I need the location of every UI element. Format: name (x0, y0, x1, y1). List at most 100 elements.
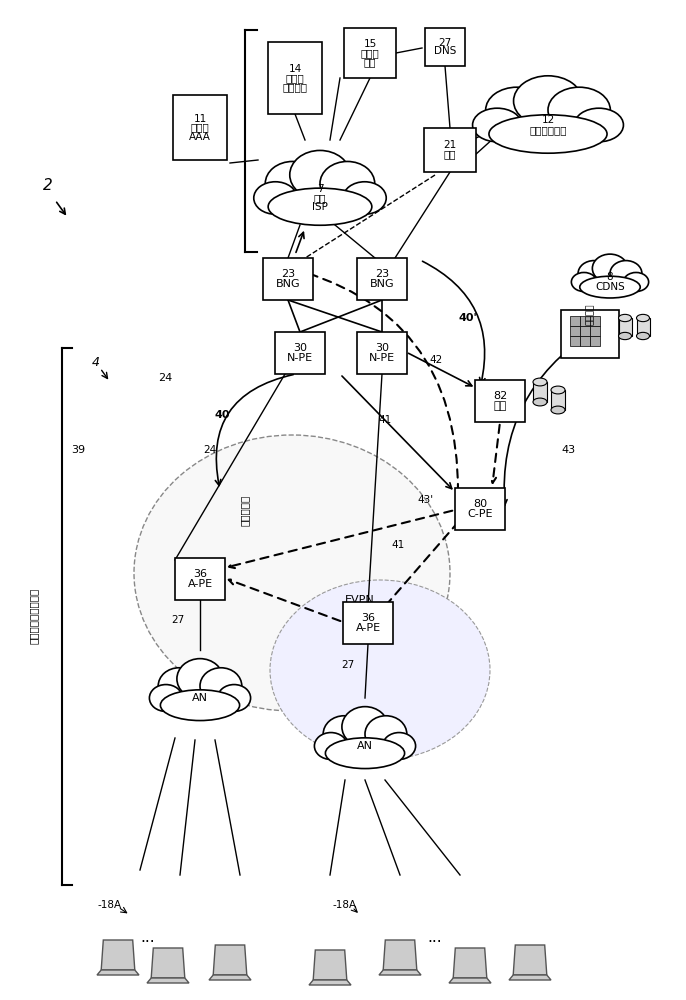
Bar (275, 332, 325, 374)
Bar (551, 390, 565, 410)
Text: 36: 36 (361, 613, 375, 623)
Ellipse shape (325, 738, 405, 769)
Text: ...: ... (141, 930, 155, 946)
Ellipse shape (314, 733, 347, 759)
Ellipse shape (578, 261, 610, 286)
Ellipse shape (323, 716, 365, 752)
Bar (590, 326, 600, 336)
Text: DNS: DNS (434, 46, 456, 56)
Bar (424, 128, 476, 172)
Bar (590, 336, 600, 346)
Text: 82: 82 (493, 391, 507, 401)
Ellipse shape (486, 87, 548, 133)
Bar (570, 336, 580, 346)
Text: 27: 27 (438, 37, 451, 47)
Text: BNG: BNG (276, 279, 300, 289)
Polygon shape (513, 945, 547, 975)
Text: N-PE: N-PE (287, 353, 313, 363)
Bar (561, 310, 619, 358)
Ellipse shape (571, 272, 597, 292)
Text: 15: 15 (364, 39, 377, 49)
Ellipse shape (134, 435, 450, 711)
Polygon shape (102, 940, 135, 970)
Ellipse shape (365, 716, 407, 752)
Polygon shape (379, 970, 421, 975)
Polygon shape (209, 975, 251, 980)
Ellipse shape (592, 254, 628, 283)
Polygon shape (309, 980, 351, 985)
Text: 23: 23 (375, 269, 389, 279)
Polygon shape (97, 970, 139, 975)
Bar (268, 42, 322, 114)
Text: ISP: ISP (312, 202, 328, 213)
Polygon shape (449, 978, 491, 983)
Ellipse shape (289, 150, 351, 199)
Text: 内容: 内容 (364, 57, 376, 67)
Bar (619, 318, 632, 336)
Bar (580, 336, 590, 346)
Bar (580, 316, 590, 326)
Text: AN: AN (357, 741, 373, 751)
Ellipse shape (580, 276, 640, 298)
Text: 36: 36 (193, 569, 207, 579)
Ellipse shape (254, 182, 297, 214)
Bar (425, 28, 465, 66)
Text: 城域接入和聚集网络: 城域接入和聚集网络 (29, 588, 39, 644)
Text: A-PE: A-PE (355, 623, 381, 633)
Ellipse shape (514, 76, 582, 126)
Text: 4: 4 (92, 356, 100, 368)
Bar (357, 332, 407, 374)
Ellipse shape (383, 733, 416, 759)
Text: 23: 23 (281, 269, 295, 279)
Text: 24: 24 (158, 373, 172, 383)
Bar (357, 258, 407, 300)
Text: 服务器: 服务器 (191, 122, 209, 132)
Ellipse shape (548, 87, 611, 133)
Bar (455, 488, 505, 530)
Text: 服务器: 服务器 (285, 73, 305, 83)
Ellipse shape (320, 161, 375, 206)
Text: 策略控制: 策略控制 (283, 82, 307, 92)
Bar (533, 382, 547, 402)
Text: 27: 27 (172, 615, 185, 625)
Text: A-PE: A-PE (187, 579, 213, 589)
Bar (475, 380, 525, 422)
Text: 42: 42 (429, 355, 442, 365)
Text: 服务器: 服务器 (361, 48, 379, 58)
Text: 2: 2 (43, 178, 53, 192)
Text: 41: 41 (392, 540, 405, 550)
Text: 网络: 网络 (314, 193, 327, 203)
Text: 41: 41 (378, 415, 391, 425)
Polygon shape (453, 948, 487, 978)
Text: 城域传送网: 城域传送网 (240, 494, 250, 526)
Bar (175, 558, 225, 600)
Text: CDNS: CDNS (595, 282, 625, 292)
Ellipse shape (533, 398, 547, 406)
Text: 数据中心: 数据中心 (585, 303, 595, 325)
Polygon shape (151, 948, 185, 978)
Text: EVPN: EVPN (345, 595, 375, 605)
Bar (344, 28, 396, 78)
Ellipse shape (551, 386, 565, 394)
Text: BNG: BNG (370, 279, 394, 289)
Text: AN: AN (192, 693, 208, 703)
Ellipse shape (551, 406, 565, 414)
Ellipse shape (574, 108, 624, 142)
Ellipse shape (624, 272, 649, 292)
Text: 8: 8 (606, 272, 613, 282)
Polygon shape (213, 945, 247, 975)
Ellipse shape (268, 188, 372, 225)
Polygon shape (147, 978, 189, 983)
Bar (343, 602, 393, 644)
Ellipse shape (265, 161, 320, 206)
Text: AAA: AAA (189, 131, 211, 141)
Ellipse shape (533, 378, 547, 386)
Ellipse shape (270, 580, 490, 760)
Text: 40': 40' (459, 313, 477, 323)
Ellipse shape (619, 314, 632, 322)
Bar (580, 326, 590, 336)
Text: ...: ... (427, 930, 442, 946)
Text: 11: 11 (193, 113, 206, 123)
Ellipse shape (342, 707, 388, 747)
Ellipse shape (637, 314, 650, 322)
